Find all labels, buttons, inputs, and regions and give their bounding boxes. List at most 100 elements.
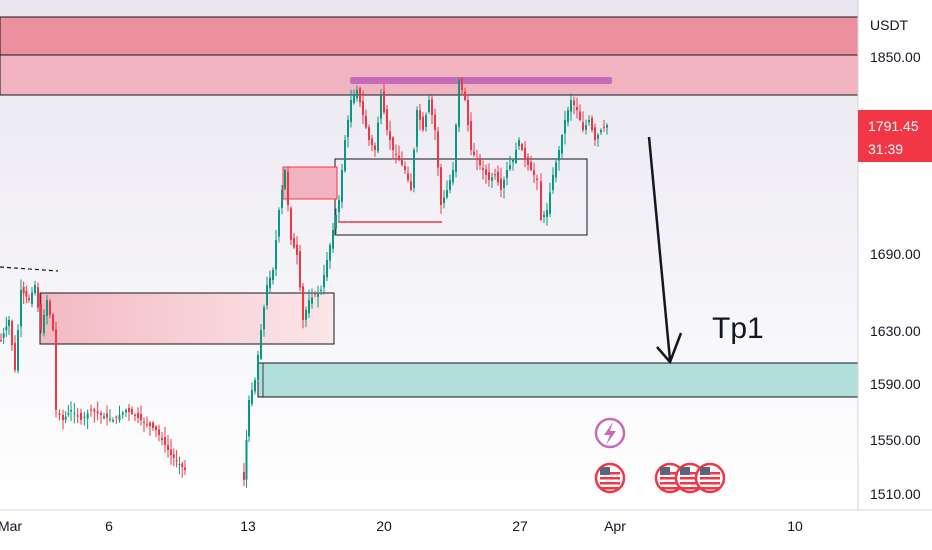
candle[interactable] (588, 120, 590, 123)
candle[interactable] (167, 444, 169, 450)
candle[interactable] (482, 168, 484, 170)
candle[interactable] (473, 151, 475, 155)
candle[interactable] (431, 99, 433, 115)
candle[interactable] (512, 160, 514, 163)
candle[interactable] (467, 99, 469, 125)
candle[interactable] (416, 110, 418, 147)
candle[interactable] (461, 78, 463, 90)
candle[interactable] (281, 190, 283, 209)
candle[interactable] (446, 190, 448, 198)
candle[interactable] (164, 436, 166, 445)
candle[interactable] (497, 171, 499, 183)
candle[interactable] (332, 230, 334, 249)
candle[interactable] (582, 122, 584, 130)
candle[interactable] (533, 170, 535, 175)
candle[interactable] (597, 135, 599, 139)
candle[interactable] (546, 210, 548, 218)
candle[interactable] (603, 126, 605, 128)
candle[interactable] (86, 413, 89, 419)
candle[interactable] (540, 181, 542, 220)
candle[interactable] (103, 416, 105, 419)
candle[interactable] (134, 414, 136, 416)
candle[interactable] (392, 137, 394, 150)
current-price-tag[interactable]: 1791.45 31:39 (858, 110, 932, 162)
candle[interactable] (404, 166, 406, 170)
price-axis[interactable] (858, 0, 932, 510)
candle[interactable] (62, 414, 64, 420)
candle[interactable] (178, 464, 181, 465)
candle[interactable] (11, 321, 13, 345)
demand-zone[interactable] (257, 362, 859, 398)
candle[interactable] (269, 277, 271, 289)
candle[interactable] (275, 240, 277, 270)
candle[interactable] (555, 162, 557, 178)
candle[interactable] (410, 181, 412, 190)
candle[interactable] (31, 292, 33, 304)
candle[interactable] (8, 320, 10, 326)
candle[interactable] (401, 158, 403, 165)
candle[interactable] (272, 270, 274, 281)
candle[interactable] (308, 300, 310, 314)
equal-highs-marker[interactable] (350, 77, 612, 84)
candle[interactable] (28, 298, 30, 300)
candle[interactable] (491, 177, 493, 181)
candle[interactable] (152, 422, 154, 428)
candle[interactable] (326, 260, 328, 278)
candle[interactable] (25, 290, 28, 297)
candle[interactable] (106, 413, 108, 418)
candle[interactable] (131, 409, 133, 414)
candle[interactable] (536, 178, 538, 180)
candle[interactable] (137, 412, 139, 418)
candle[interactable] (503, 180, 505, 188)
candle[interactable] (175, 460, 178, 462)
candle[interactable] (299, 251, 301, 288)
candle[interactable] (479, 157, 481, 165)
supply-zone-inner[interactable] (0, 16, 859, 56)
candle[interactable] (245, 440, 248, 480)
candle[interactable] (359, 87, 361, 103)
candle[interactable] (395, 153, 397, 155)
candle[interactable] (40, 304, 42, 330)
candle[interactable] (243, 472, 245, 480)
candle[interactable] (570, 100, 572, 112)
candle[interactable] (251, 390, 253, 404)
candle[interactable] (284, 170, 286, 189)
candle[interactable] (389, 131, 391, 140)
candle[interactable] (377, 122, 379, 152)
candle[interactable] (579, 111, 581, 120)
candle[interactable] (140, 414, 142, 420)
candle[interactable] (2, 333, 5, 338)
candle[interactable] (115, 416, 118, 418)
candle[interactable] (524, 147, 526, 160)
candle[interactable] (552, 175, 554, 190)
candle[interactable] (476, 158, 478, 160)
candle[interactable] (73, 413, 76, 415)
candle[interactable] (606, 125, 608, 128)
candle[interactable] (311, 297, 313, 304)
candle[interactable] (335, 215, 337, 229)
candle[interactable] (302, 286, 304, 320)
candle[interactable] (55, 329, 57, 410)
candle[interactable] (443, 197, 445, 204)
candle[interactable] (112, 420, 114, 422)
candle[interactable] (506, 170, 508, 178)
candle[interactable] (500, 178, 502, 190)
candle[interactable] (17, 330, 19, 371)
projection-arrow[interactable] (647, 136, 672, 361)
candle[interactable] (341, 170, 343, 202)
candle[interactable] (305, 310, 307, 320)
candle[interactable] (558, 150, 560, 161)
candle[interactable] (371, 138, 373, 145)
candle[interactable] (368, 127, 370, 140)
candle[interactable] (594, 127, 596, 140)
candle[interactable] (52, 314, 54, 330)
candle[interactable] (470, 121, 472, 150)
candle[interactable] (149, 422, 151, 426)
candle[interactable] (413, 150, 415, 188)
candle[interactable] (161, 438, 163, 440)
candle[interactable] (80, 412, 82, 420)
candle[interactable] (365, 115, 367, 128)
range-box-left[interactable] (39, 292, 335, 345)
candle[interactable] (374, 145, 376, 150)
